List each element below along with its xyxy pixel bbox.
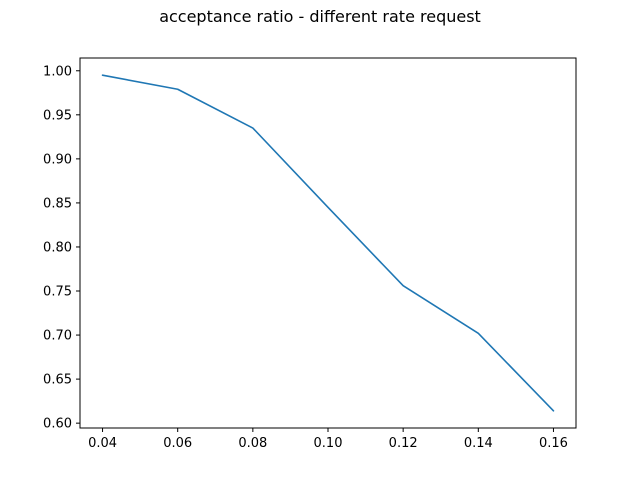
series-line: [101, 74, 555, 412]
x-tick-label: 0.04: [88, 436, 117, 451]
y-tick-label: 0.90: [43, 152, 72, 167]
data-point: [553, 410, 555, 412]
y-tick-label: 1.00: [43, 64, 72, 79]
data-point: [478, 333, 480, 335]
x-tick-label: 0.12: [389, 436, 418, 451]
y-tick-label: 0.70: [43, 329, 72, 344]
data-point: [252, 127, 254, 129]
data-point: [177, 88, 179, 90]
x-tick-label: 0.10: [314, 436, 343, 451]
y-tick-label: 0.80: [43, 240, 72, 255]
x-tick-label: 0.08: [238, 436, 267, 451]
y-axis-ticks: 0.60 0.65 0.70 0.75 0.80 0.85 0.90 0.95 1.00: [43, 64, 80, 432]
chart-title: acceptance ratio - different rate reques…: [159, 7, 481, 26]
x-axis-ticks: 0.04 0.06 0.08 0.10 0.12 0.14 0.16: [88, 428, 568, 451]
y-tick-label: 0.65: [43, 373, 72, 388]
x-tick-label: 0.06: [163, 436, 192, 451]
plot-area-frame: [79, 57, 577, 429]
data-point: [102, 74, 104, 76]
y-tick-label: 0.85: [43, 196, 72, 211]
x-tick-label: 0.14: [464, 436, 493, 451]
series-group: [101, 74, 555, 412]
x-tick-label: 0.16: [539, 436, 568, 451]
y-tick-label: 0.60: [43, 417, 72, 432]
y-tick-label: 0.95: [43, 108, 72, 123]
data-point: [327, 207, 329, 209]
data-point: [402, 285, 404, 287]
y-tick-label: 0.75: [43, 285, 72, 300]
